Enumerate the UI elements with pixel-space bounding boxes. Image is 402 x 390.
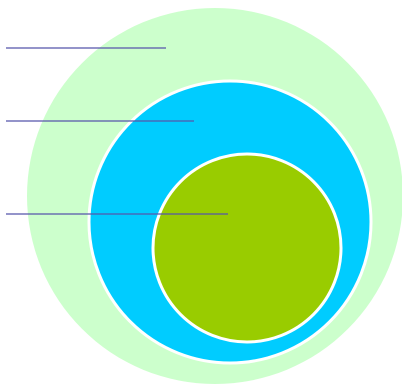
inner-circle bbox=[151, 152, 343, 344]
